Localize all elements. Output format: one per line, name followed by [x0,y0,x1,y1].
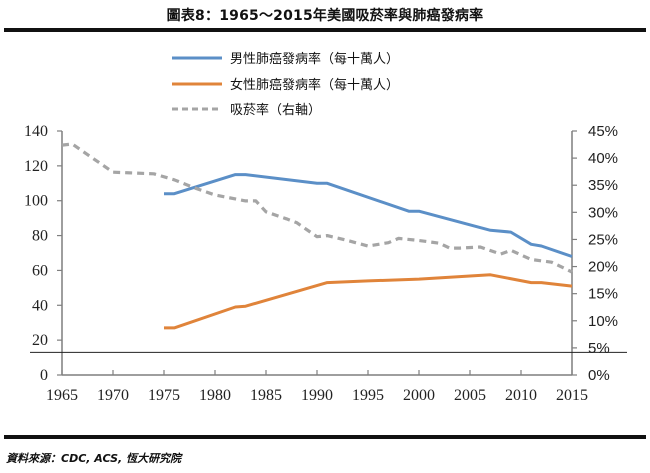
left-tick-label: 120 [24,158,48,175]
left-tick-label: 20 [32,332,48,349]
x-tick-label: 2005 [454,387,486,404]
series-line-2 [61,142,573,274]
series-line-0 [164,173,573,258]
right-tick-label: 35% [588,177,618,194]
x-tick-label: 1995 [352,387,384,404]
x-tick-label: 1965 [46,387,78,404]
x-tick-label: 1970 [97,387,129,404]
right-tick-label: 10% [588,313,618,330]
x-tick-label: 1975 [148,387,180,404]
x-tick-label: 1980 [199,387,231,404]
left-tick-label: 140 [24,123,48,140]
series-line-1 [164,273,573,330]
right-tick-label: 45% [588,123,618,140]
right-tick-label: 25% [588,231,618,248]
right-tick-label: 30% [588,204,618,221]
legend: 男性肺癌發病率（每十萬人） 女性肺癌發病率（每十萬人） 吸菸率（右軸） [172,51,399,118]
x-tick-label: 1985 [250,387,282,404]
x-tick-label: 1990 [301,387,333,404]
x-tick-label: 2000 [403,387,435,404]
x-tick-label: 2010 [505,387,537,404]
bottom-rule [4,435,646,439]
left-tick-label: 100 [24,193,48,210]
left-tick-label: 0 [40,367,48,384]
right-tick-label: 40% [588,150,618,167]
legend-label-0: 男性肺癌發病率（每十萬人） [230,51,399,67]
chart-title: 圖表8：1965～2015年美國吸菸率與肺癌發病率 [166,8,484,24]
right-tick-label: 0% [588,367,610,384]
legend-label-2: 吸菸率（右軸） [230,102,321,118]
left-tick-label: 40 [32,297,48,314]
top-rule [4,28,646,32]
right-tick-label: 5% [588,340,610,357]
series-group [61,142,573,330]
source-note: 資料來源：CDC, ACS, 恆大研究院 [6,452,182,465]
right-tick-label: 15% [588,286,618,303]
left-tick-label: 80 [32,228,48,245]
left-tick-label: 60 [32,262,48,279]
x-tick-label: 2015 [556,387,588,404]
legend-label-1: 女性肺癌發病率（每十萬人） [230,77,399,93]
axes: 0 20 40 60 80 100 120 140 0% 5% 10% 15% 20% 25% 30% 35%… [24,123,627,404]
right-tick-label: 20% [588,259,618,276]
